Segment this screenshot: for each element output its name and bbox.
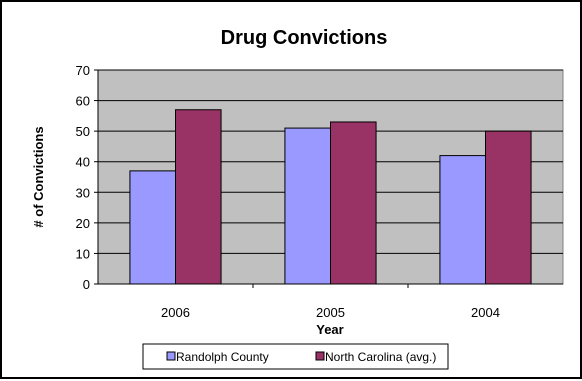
x-tick-label: 2006	[161, 305, 190, 320]
y-tick-label: 50	[76, 124, 90, 139]
y-axis-ticks: 0 10 20 30 40 50 60 70	[76, 63, 98, 292]
bar-randolph-county-2006	[129, 170, 176, 285]
x-axis-ticks: 2006 2005 2004	[161, 284, 500, 320]
y-tick-label: 0	[83, 277, 90, 292]
y-tick-label: 60	[76, 94, 90, 109]
bar-randolph-county-2005	[284, 127, 331, 285]
y-tick-label: 40	[76, 155, 90, 170]
y-tick-label: 20	[76, 216, 90, 231]
y-tick-label: 30	[76, 185, 90, 200]
y-tick-label: 10	[76, 246, 90, 261]
y-axis-label: # of Convictions	[31, 126, 46, 227]
legend-label-randolph-county: Randolph County	[176, 350, 269, 364]
legend-box	[142, 343, 449, 370]
x-tick-label: 2004	[471, 305, 500, 320]
legend-label-north-carolina: North Carolina (avg.)	[325, 350, 436, 364]
y-tick-label: 70	[76, 63, 90, 78]
bar-randolph-county-2004	[439, 155, 486, 285]
bar-north-carolina-avg-2006	[175, 109, 222, 285]
x-tick-label: 2005	[316, 305, 345, 320]
x-axis-label: Year	[316, 322, 343, 337]
legend-swatch-north-carolina	[315, 351, 325, 361]
legend: Randolph County North Carolina (avg.)	[142, 343, 449, 370]
bars	[129, 109, 532, 285]
bar-north-carolina-avg-2005	[330, 121, 377, 285]
bar-north-carolina-avg-2004	[485, 130, 532, 285]
legend-swatch-randolph-county	[166, 351, 176, 361]
chart-title: Drug Convictions	[221, 27, 388, 49]
